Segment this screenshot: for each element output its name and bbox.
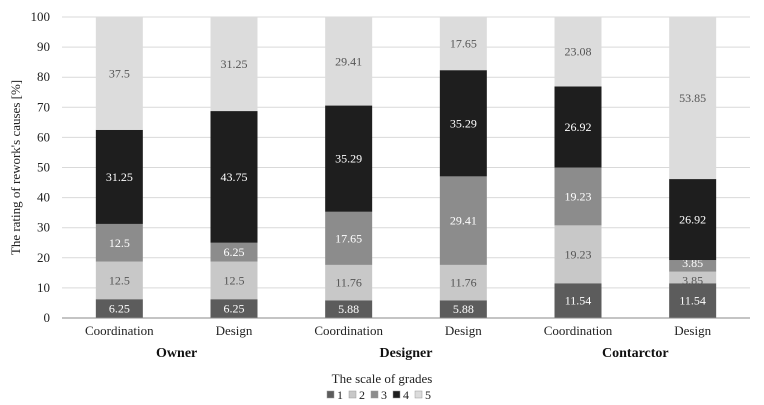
data-label: 35.29	[335, 152, 362, 166]
data-label: 31.25	[221, 57, 248, 71]
bars: 6.25 12.5 12.5 31.25 37.5 6.25 12.5 6.25 43.75 31…	[95, 16, 717, 318]
bar-segment-4	[439, 70, 487, 177]
legend-swatch	[326, 390, 335, 399]
y-axis-label: The rating of rework's causes [%]	[8, 80, 23, 255]
data-label: 26.92	[679, 213, 706, 227]
data-label: 29.41	[450, 214, 477, 228]
bar-segment-4	[95, 129, 143, 224]
bar-segment-2	[210, 261, 258, 300]
bar-segment-4	[210, 111, 258, 243]
bar-segment-1	[95, 299, 143, 318]
bar-segment-5	[95, 17, 143, 130]
data-label: 29.41	[335, 54, 362, 68]
group-label: Owner	[156, 346, 197, 361]
bar-segment-3	[210, 242, 258, 262]
legend-entry: 4	[403, 388, 409, 402]
legend-entry: 2	[359, 388, 365, 402]
y-tick-label: 20	[37, 250, 50, 265]
data-label: 19.23	[565, 189, 592, 203]
bar-segment-5	[210, 17, 258, 112]
data-label: 37.5	[109, 66, 130, 80]
legend-swatch	[414, 390, 423, 399]
x-tick-label: Design	[674, 323, 711, 338]
bar-segment-4	[669, 179, 717, 261]
bar-segment-2	[669, 271, 717, 284]
y-tick-label: 60	[37, 129, 50, 144]
data-label: 5.88	[453, 302, 474, 316]
x-tick-label: Coordination	[314, 323, 383, 338]
axes: 0 10 20 30 40 50 60 70 80 90 100 Coordination Design…	[31, 9, 750, 361]
data-label: 43.75	[221, 170, 248, 184]
bar-segment-2	[554, 225, 602, 284]
data-label: 12.5	[109, 236, 130, 250]
data-label: 3.85	[682, 273, 703, 287]
legend-entry: 5	[425, 388, 431, 402]
data-label: 6.25	[224, 302, 245, 316]
x-tick-label: Design	[445, 323, 482, 338]
bar-segment-1	[210, 299, 258, 318]
bar-segment-2	[325, 264, 373, 301]
data-label: 53.85	[679, 91, 706, 105]
bar-segment-3	[325, 211, 373, 265]
data-label: 17.65	[450, 37, 477, 51]
bar-segment-3	[554, 167, 602, 226]
group-label: Designer	[380, 346, 433, 361]
data-label: 6.25	[109, 302, 130, 316]
legend-entry: 1	[337, 388, 343, 402]
data-label: 35.29	[450, 116, 477, 130]
group-label: Contarctor	[602, 346, 669, 361]
legend-swatch	[392, 390, 401, 399]
bar-segment-3	[95, 223, 143, 262]
legend: The scale of grades 1 2 3 4 5	[326, 371, 433, 402]
data-label: 19.23	[565, 247, 592, 261]
y-tick-label: 70	[37, 99, 50, 114]
bar-segment-2	[439, 264, 487, 301]
data-label: 17.65	[335, 231, 362, 245]
bar-segment-4	[325, 105, 373, 212]
bar-segment-1	[325, 300, 373, 318]
x-tick-label: Coordination	[544, 323, 613, 338]
data-label: 6.25	[224, 245, 245, 259]
bar-segment-5	[554, 17, 602, 87]
bar-segment-4	[554, 86, 602, 168]
data-label: 31.25	[106, 170, 133, 184]
bar-segment-5	[669, 16, 717, 180]
bar-segment-1	[554, 283, 602, 318]
data-label: 23.08	[565, 45, 592, 59]
bar-segment-3	[669, 260, 717, 272]
data-label: 26.92	[565, 120, 592, 134]
data-label: 5.88	[338, 302, 359, 316]
bar-segment-2	[95, 261, 143, 300]
bar-segment-1	[669, 283, 717, 318]
legend-swatch	[370, 390, 379, 399]
legend-title: The scale of grades	[332, 371, 433, 386]
gridlines	[62, 16, 750, 319]
y-tick-label: 40	[37, 190, 50, 205]
x-tick-label: Coordination	[85, 323, 154, 338]
y-tick-label: 10	[37, 280, 50, 295]
data-label: 12.5	[224, 273, 245, 287]
bar-segment-3	[439, 176, 487, 265]
data-label: 11.54	[565, 294, 592, 308]
data-label: 11.76	[335, 276, 362, 290]
legend-swatch	[348, 390, 357, 399]
y-tick-label: 0	[44, 310, 51, 325]
y-tick-label: 50	[37, 160, 50, 175]
data-label: 11.54	[679, 294, 706, 308]
bar-segment-1	[439, 300, 487, 318]
data-label: 12.5	[109, 273, 130, 287]
y-tick-label: 100	[31, 9, 51, 24]
legend-entry: 3	[381, 388, 387, 402]
y-tick-label: 80	[37, 69, 50, 84]
data-label: 11.76	[450, 276, 477, 290]
y-tick-label: 90	[37, 39, 50, 54]
y-tick-label: 30	[37, 220, 50, 235]
x-tick-label: Design	[216, 323, 253, 338]
bar-segment-5	[439, 17, 487, 71]
bar-segment-5	[325, 17, 373, 106]
